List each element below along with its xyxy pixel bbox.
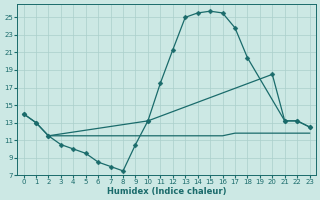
X-axis label: Humidex (Indice chaleur): Humidex (Indice chaleur): [107, 187, 226, 196]
